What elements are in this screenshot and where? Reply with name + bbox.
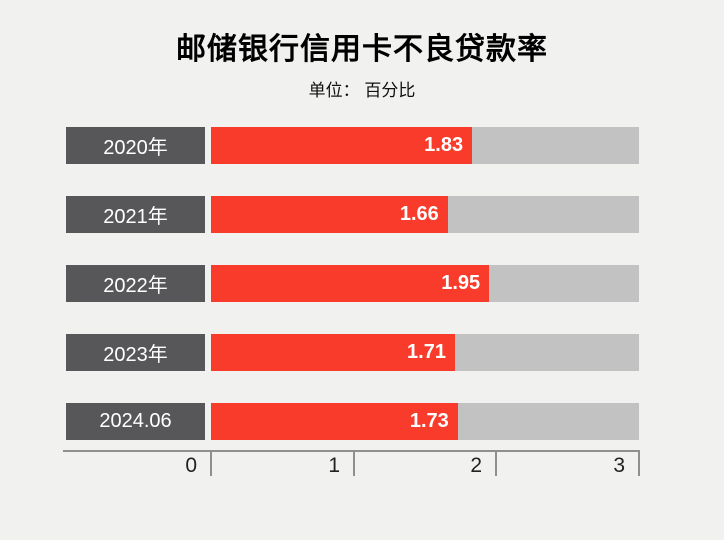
category-label-box: 2023年 (66, 334, 205, 371)
bar-fill: 1.95 (211, 265, 490, 302)
category-label-box: 2024.06 (66, 403, 205, 440)
x-axis: 0 1 2 3 (63, 450, 640, 478)
bar-chart-rows: 2020年 1.83 2021年 1.66 2022年 1.95 2023年 1.71 2024… (66, 127, 639, 472)
bar-row: 2021年 1.66 (66, 196, 639, 233)
bar-fill: 1.83 (211, 127, 473, 164)
bar-row: 2022年 1.95 (66, 265, 639, 302)
axis-tick (495, 452, 497, 476)
bar-row: 2020年 1.83 (66, 127, 639, 164)
bar-track: 1.83 (211, 127, 639, 164)
axis-tick (210, 452, 212, 476)
bar-row: 2023年 1.71 (66, 334, 639, 371)
axis-tick-label: 1 (328, 454, 340, 477)
chart-title: 邮储银行信用卡不良贷款率 (176, 33, 548, 66)
chart-subtitle: 单位： 百分比 (308, 81, 416, 100)
bar-row: 2024.06 1.73 (66, 403, 639, 440)
bar-value-label: 1.71 (407, 341, 446, 363)
category-label-box: 2022年 (66, 265, 205, 302)
axis-tick (353, 452, 355, 476)
category-label-box: 2021年 (66, 196, 205, 233)
bar-fill: 1.71 (211, 334, 455, 371)
bar-fill: 1.73 (211, 403, 458, 440)
bar-fill: 1.66 (211, 196, 448, 233)
axis-tick-label: 2 (470, 454, 482, 477)
bar-value-label: 1.73 (409, 410, 449, 432)
bar-track: 1.71 (211, 334, 639, 371)
bar-value-label: 1.95 (441, 272, 481, 294)
bar-track: 1.66 (211, 196, 639, 233)
bar-track: 1.73 (211, 403, 639, 440)
axis-tick (638, 452, 640, 476)
bar-value-label: 1.83 (424, 134, 464, 156)
category-label-box: 2020年 (66, 127, 205, 164)
bar-value-label: 1.66 (399, 203, 439, 225)
bar-track: 1.95 (211, 265, 639, 302)
axis-tick-label: 3 (613, 454, 625, 477)
axis-tick-label: 0 (185, 454, 197, 477)
